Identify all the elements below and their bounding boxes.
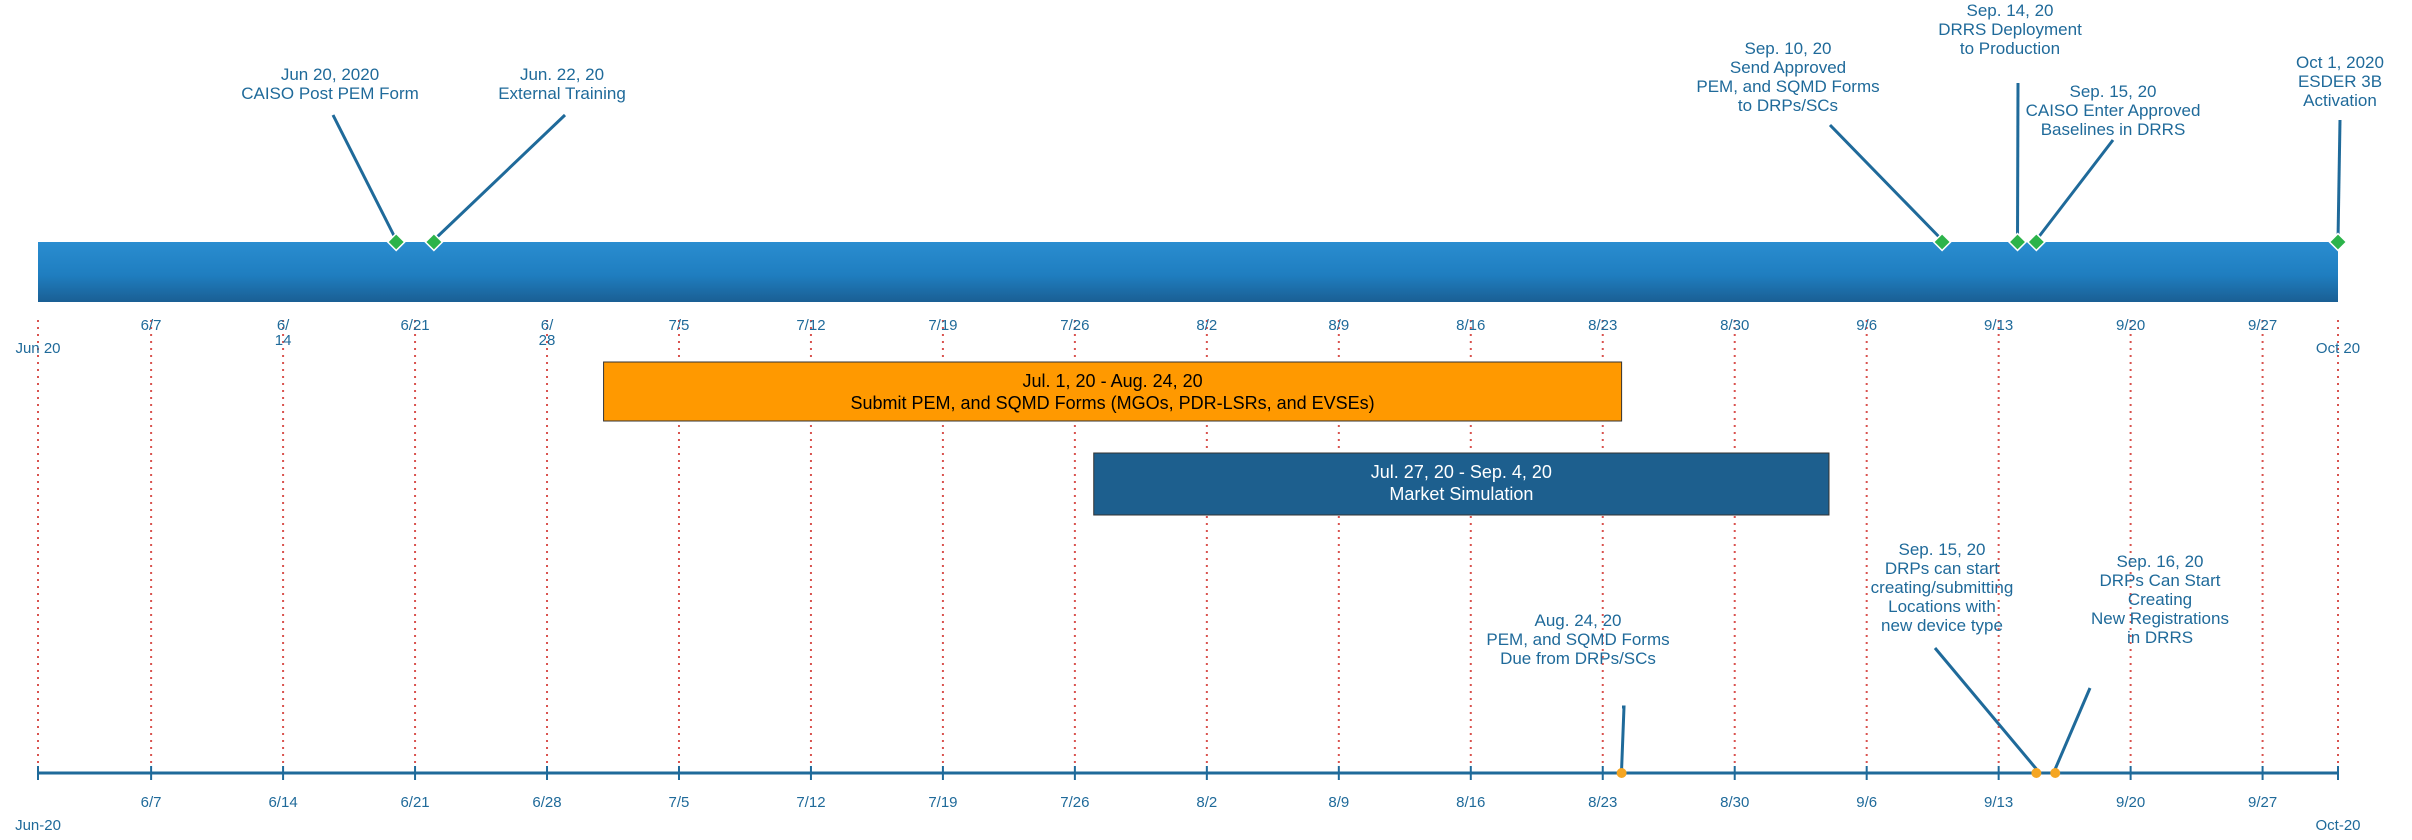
bottom-axis-end-label: Oct-20 [2315,817,2360,834]
milestone-connector [1830,125,1942,240]
top-axis-tick-label: 6/7 [141,317,162,334]
top-axis-tick-label: 6/14 [275,317,292,349]
milestone-connector [1622,707,1624,769]
top-axis-tick-label: 7/19 [928,317,957,334]
top-axis-tick-label: 7/26 [1060,317,1089,334]
timeline-band [38,242,2338,302]
bottom-axis-tick-label: 7/5 [669,794,690,811]
bottom-axis-tick-label: 8/9 [1328,794,1349,811]
bottom-axis-tick-label: 9/6 [1856,794,1877,811]
milestone-marker [2031,768,2041,778]
top-axis-tick-label: 8/16 [1456,317,1485,334]
top-axis-tick-label: 7/12 [796,317,825,334]
bottom-axis-tick-label: 7/12 [796,794,825,811]
top-axis-end-label: Oct 20 [2316,340,2360,357]
top-axis-tick-label: 6/28 [539,317,556,349]
bottom-axis-tick-label: 9/13 [1984,794,2013,811]
bottom-axis-start-label: Jun-20 [15,817,61,834]
milestone-connector [333,115,396,240]
bottom-axis-tick-label: 7/26 [1060,794,1089,811]
bottom-axis-tick-label: 8/23 [1588,794,1617,811]
top-axis-tick-label: 8/23 [1588,317,1617,334]
top-axis-start-label: Jun 20 [15,340,60,357]
top-axis-tick-label: 6/21 [400,317,429,334]
top-axis-tick-label: 9/13 [1984,317,2013,334]
bottom-axis-tick-label: 8/16 [1456,794,1485,811]
milestone-connector [434,115,565,240]
top-axis-tick-label: 7/5 [669,317,690,334]
milestone-connector [2338,120,2340,240]
bottom-axis-tick-label: 7/19 [928,794,957,811]
top-axis-tick-label: 8/9 [1328,317,1349,334]
top-axis-tick-label: 9/20 [2116,317,2145,334]
bottom-axis-tick-label: 6/7 [141,794,162,811]
milestone-connector [2036,140,2113,240]
milestone-connector [2055,688,2090,769]
top-axis-tick-label: 9/6 [1856,317,1877,334]
milestone-marker [1617,768,1627,778]
bottom-axis-tick-label: 6/14 [268,794,297,811]
bottom-axis-tick-label: 6/28 [532,794,561,811]
top-axis-tick-label: 8/2 [1196,317,1217,334]
bottom-axis-tick-label: 9/20 [2116,794,2145,811]
milestone-marker [2050,768,2060,778]
milestone-connector [1935,648,2036,769]
bottom-axis-tick-label: 9/27 [2248,794,2277,811]
bottom-axis-tick-label: 8/30 [1720,794,1749,811]
top-axis-tick-label: 9/27 [2248,317,2277,334]
bottom-axis-tick-label: 8/2 [1196,794,1217,811]
bottom-axis-tick-label: 6/21 [400,794,429,811]
top-axis-tick-label: 8/30 [1720,317,1749,334]
